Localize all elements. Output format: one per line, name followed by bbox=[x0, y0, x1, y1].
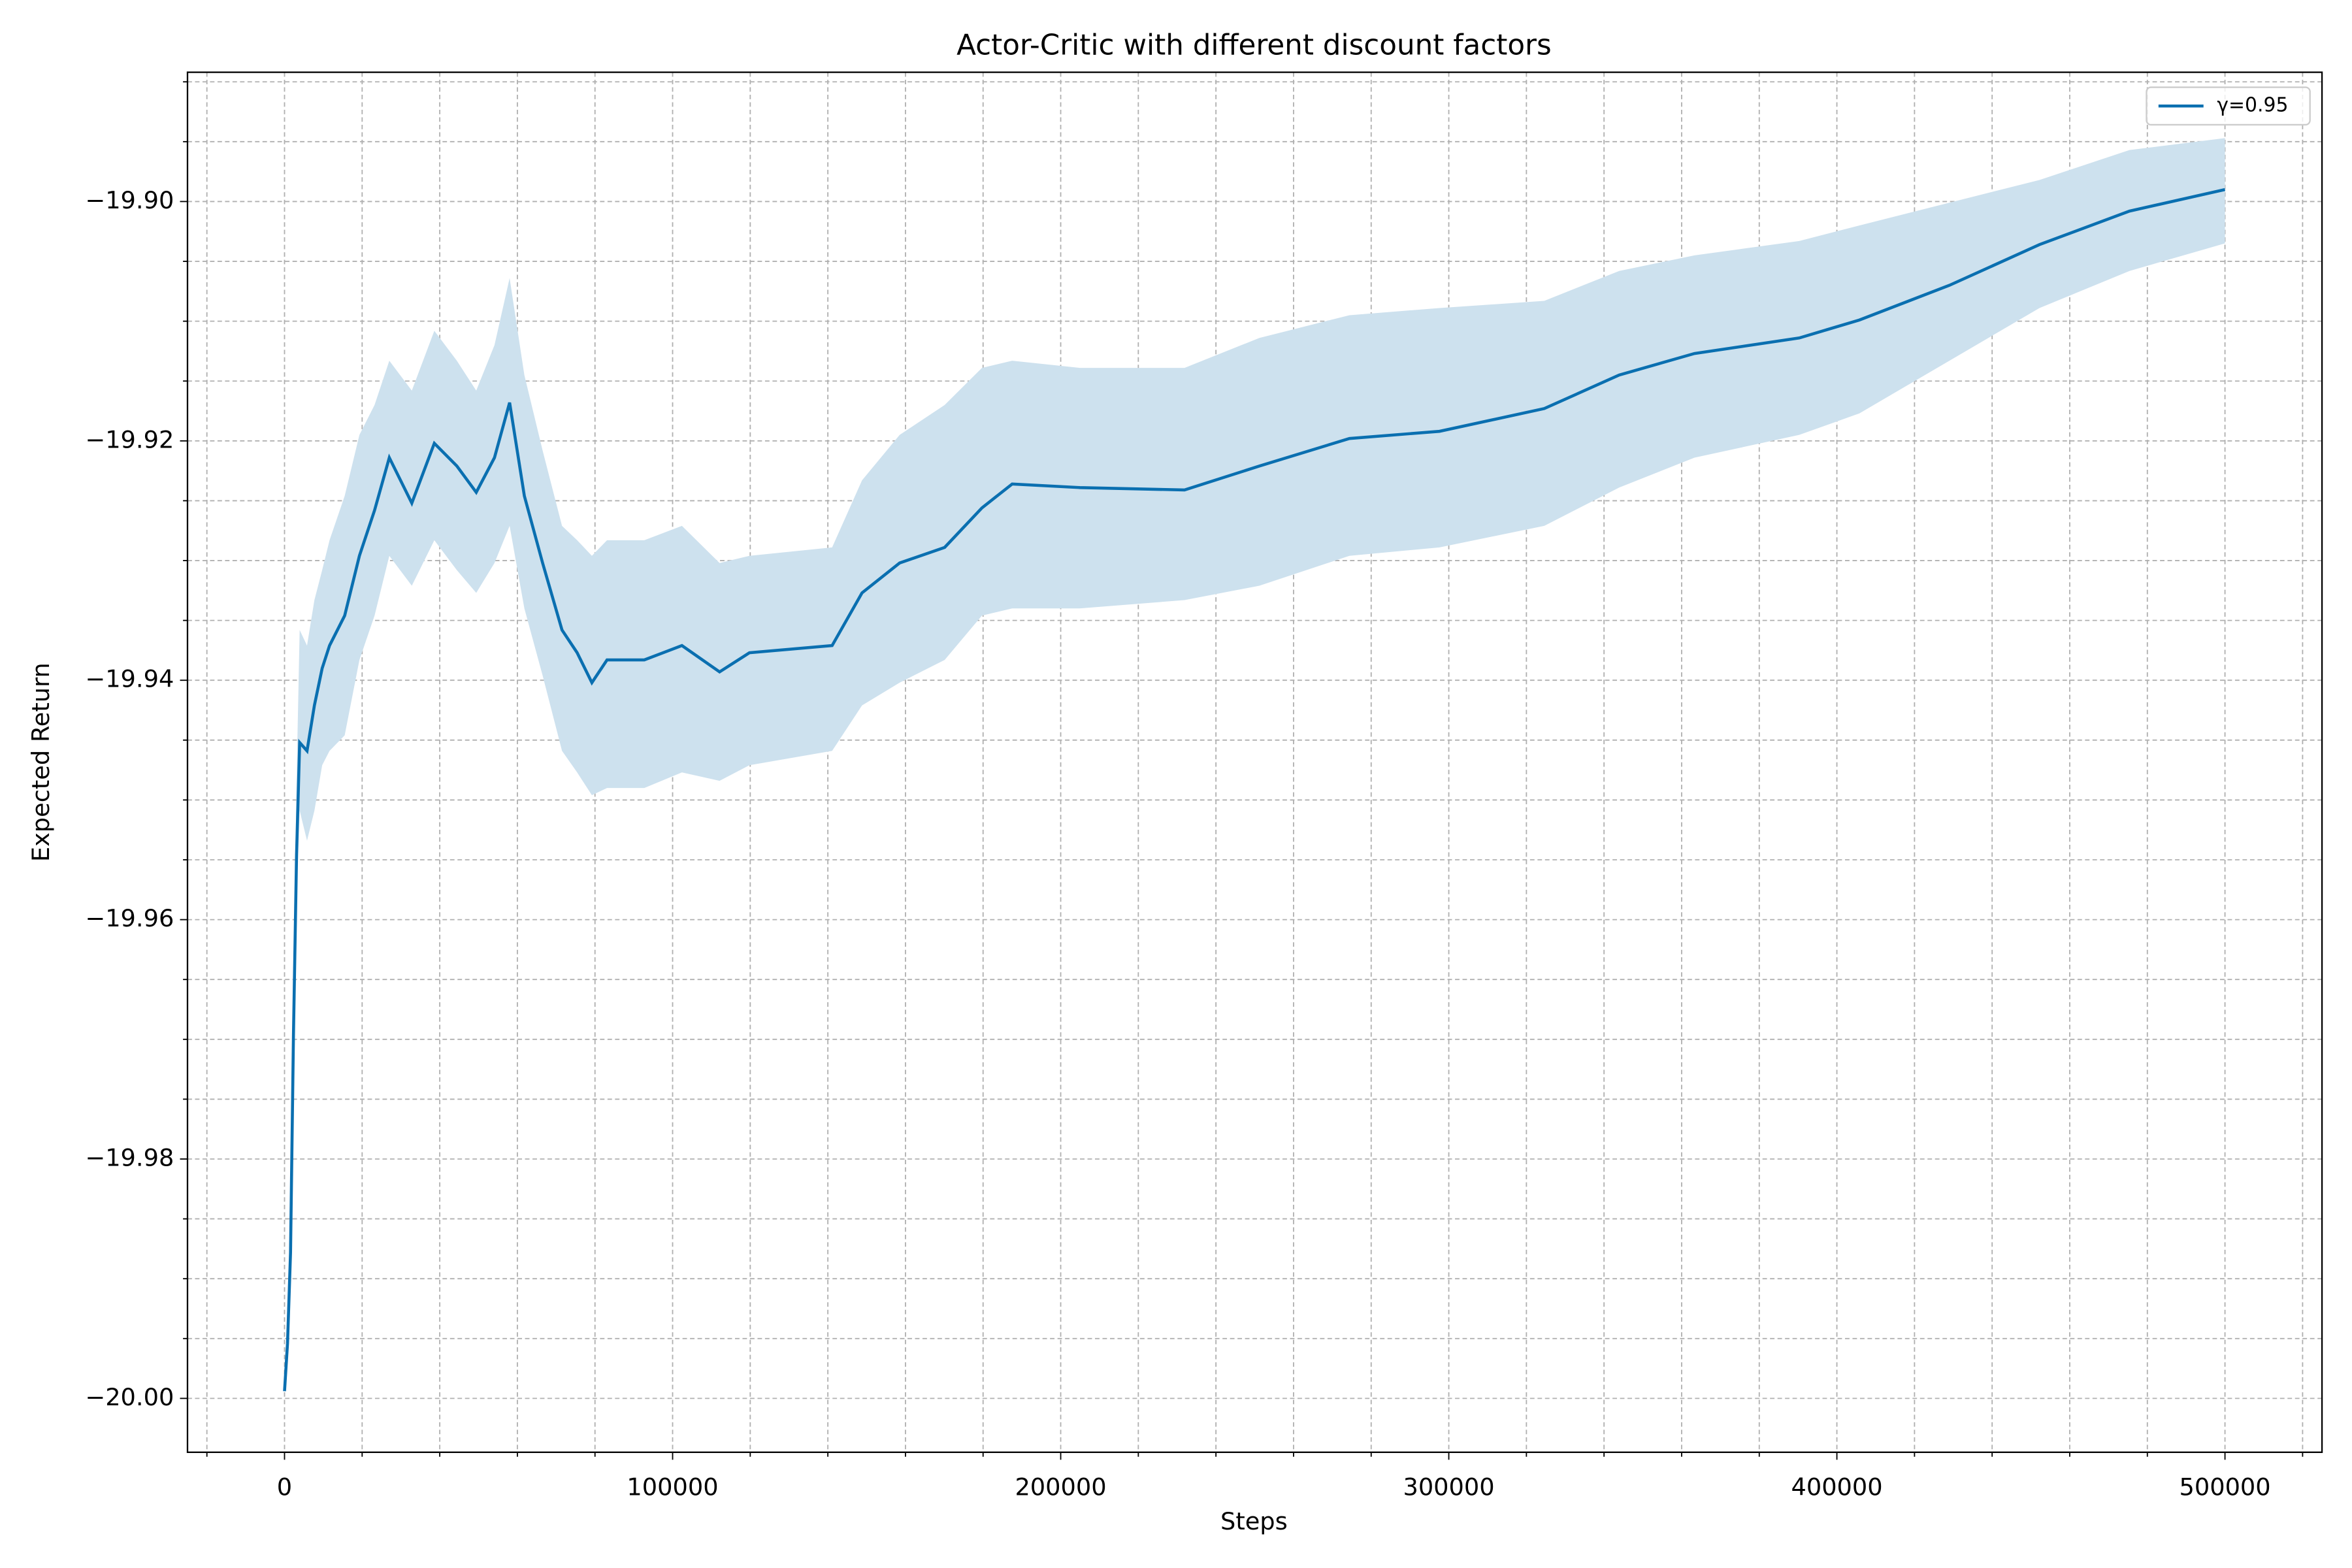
confidence-band bbox=[284, 138, 2225, 1392]
y-tick-label: −19.90 bbox=[85, 186, 174, 214]
legend-label: γ=0.95 bbox=[2217, 94, 2288, 117]
x-tick-label: 400000 bbox=[1791, 1473, 1882, 1501]
x-tick-label: 500000 bbox=[2179, 1473, 2270, 1501]
chart-title: Actor-Critic with different discount fac… bbox=[956, 29, 1552, 62]
x-tick-label: 0 bbox=[277, 1473, 292, 1501]
y-tick-label: −19.96 bbox=[85, 904, 174, 932]
legend-box bbox=[2146, 86, 2311, 126]
y-axis-label: Expected Return bbox=[27, 662, 55, 862]
x-tick-label: 100000 bbox=[627, 1473, 718, 1501]
line bbox=[283, 188, 2226, 1392]
x-tick-label: 300000 bbox=[1403, 1473, 1494, 1501]
y-tick-label: −19.92 bbox=[85, 425, 174, 453]
grid bbox=[187, 72, 2323, 1452]
y-tick-label: −19.94 bbox=[85, 665, 174, 693]
x-axis-label: Steps bbox=[1220, 1507, 1288, 1535]
x-tick-label: 200000 bbox=[1015, 1473, 1106, 1501]
plot-frame bbox=[186, 71, 2323, 1453]
y-tick-label: −20.00 bbox=[85, 1383, 174, 1411]
y-tick-label: −19.98 bbox=[85, 1144, 174, 1172]
